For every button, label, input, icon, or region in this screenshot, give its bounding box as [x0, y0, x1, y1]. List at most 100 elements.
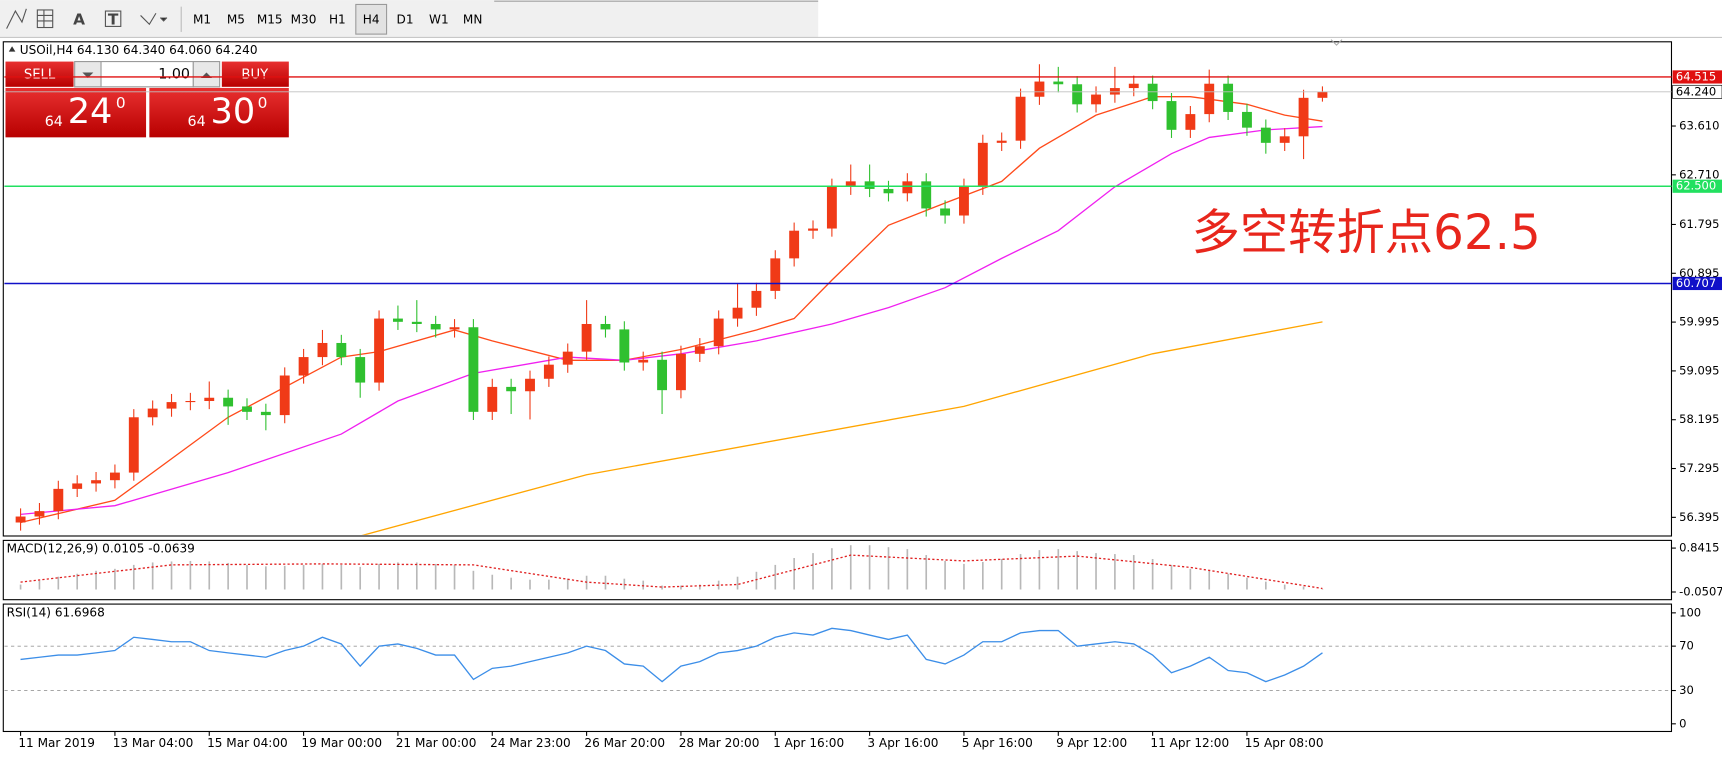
panel-title: MACD(12,26,9) 0.0105 -0.0639 — [7, 542, 195, 556]
candle-body — [1129, 84, 1139, 88]
rsi-panel — [3, 604, 1671, 731]
ask-small: 64 — [188, 114, 206, 130]
macd-bar — [435, 564, 437, 590]
macd-bar — [888, 547, 890, 589]
x-tick-label: 3 Apr 16:00 — [867, 736, 938, 750]
annotation: 多空转折点62.5 — [1192, 205, 1541, 261]
candle-body — [91, 480, 101, 483]
panel-title: USOil,H4 64.130 64.340 64.060 64.240 — [20, 43, 258, 57]
candle-body — [997, 141, 1007, 143]
x-tick-label: 1 Apr 16:00 — [773, 736, 844, 750]
timeframe-button[interactable]: M30 — [291, 12, 317, 26]
candle-body — [959, 187, 969, 216]
macd-bar — [529, 580, 531, 590]
macd-bar — [1057, 549, 1059, 589]
candle-body — [544, 365, 554, 379]
macd-bar — [208, 561, 210, 589]
timeframe-button[interactable]: H1 — [329, 12, 346, 26]
y-tick-label: 0 — [1679, 716, 1686, 730]
candle-body — [1185, 114, 1195, 130]
candle-body — [450, 327, 460, 329]
candle-body — [751, 291, 761, 308]
candle-body — [223, 398, 233, 407]
candle-body — [242, 406, 252, 411]
macd-bar — [605, 576, 607, 590]
candle-body — [902, 181, 912, 193]
macd-bar — [359, 567, 361, 590]
macd-bar — [1208, 570, 1210, 590]
y-tick-label: 58.195 — [1679, 412, 1719, 426]
y-tick-label: 0.8415 — [1679, 541, 1719, 555]
panel-title: RSI(14) 61.6968 — [7, 605, 105, 619]
macd-bar — [1284, 585, 1286, 590]
macd-bar — [1171, 565, 1173, 590]
macd-bar — [303, 565, 305, 590]
candle-body — [695, 346, 705, 354]
macd-bar — [284, 566, 286, 590]
candle-body — [468, 327, 478, 412]
candle-body — [110, 473, 120, 481]
candle-body — [1242, 112, 1252, 128]
macd-bar — [473, 571, 475, 590]
candle-body — [280, 376, 290, 416]
candle-body — [1016, 97, 1026, 141]
lot-value: 1.00 — [158, 67, 190, 83]
bid-big: 24 — [68, 91, 113, 132]
y-tick-label: 70 — [1679, 639, 1694, 653]
candle-body — [770, 258, 780, 291]
x-tick-label: 11 Apr 12:00 — [1150, 736, 1229, 750]
timeframe-button[interactable]: M5 — [227, 12, 245, 26]
timeframe-button[interactable]: D1 — [397, 12, 414, 26]
candle-body — [808, 229, 818, 231]
y-tick-label: 61.795 — [1679, 217, 1719, 231]
candle-body — [884, 189, 894, 193]
x-tick-label: 15 Apr 08:00 — [1245, 736, 1324, 750]
candle-body — [1317, 92, 1327, 98]
ask-big: 30 — [210, 91, 255, 132]
candle-body — [525, 379, 535, 391]
macd-bar — [774, 565, 776, 590]
macd-bar — [850, 545, 852, 589]
candle-body — [16, 517, 26, 523]
x-tick-label: 19 Mar 00:00 — [301, 736, 382, 750]
candle-body — [1053, 82, 1063, 85]
timeframe-button[interactable]: M15 — [257, 12, 283, 26]
y-tick-label: 56.395 — [1679, 510, 1719, 524]
candle-body — [1072, 84, 1082, 104]
x-tick-label: 28 Mar 20:00 — [679, 736, 760, 750]
timeframe-button[interactable]: M1 — [193, 12, 211, 26]
candle-body — [619, 329, 629, 362]
x-tick-label: 13 Mar 04:00 — [113, 736, 194, 750]
timeframe-button[interactable]: MN — [463, 12, 482, 26]
macd-bar — [1133, 555, 1135, 589]
macd-bar — [416, 562, 418, 589]
macd-bar — [1303, 587, 1305, 590]
y-tick-label: 30 — [1679, 683, 1694, 697]
macd-bar — [812, 553, 814, 589]
y-tick-label: 57.295 — [1679, 461, 1719, 475]
candle-body — [1261, 128, 1271, 143]
macd-bar — [1076, 551, 1078, 589]
macd-bar — [925, 555, 927, 589]
macd-bar — [171, 561, 173, 589]
timeframe-button[interactable]: W1 — [429, 12, 449, 26]
buy-label: BUY — [241, 68, 269, 83]
x-tick-label: 21 Mar 00:00 — [396, 736, 477, 750]
x-tick-label: 15 Mar 04:00 — [207, 736, 288, 750]
candle-body — [204, 398, 214, 401]
macd-bar — [265, 566, 267, 589]
candle-body — [714, 319, 724, 347]
timeframe-button[interactable]: H4 — [363, 12, 380, 26]
macd-bar — [548, 580, 550, 590]
macd-bar — [1001, 559, 1003, 590]
macd-bar — [246, 565, 248, 590]
y-tick-label: 59.995 — [1679, 315, 1719, 329]
macd-bar — [57, 577, 59, 590]
candle-body — [299, 357, 309, 375]
candle-body — [921, 181, 931, 208]
candle-body — [487, 387, 497, 412]
macd-bar — [982, 562, 984, 590]
price-level-label: 64.515 — [1676, 69, 1716, 83]
candle-body — [865, 181, 875, 189]
